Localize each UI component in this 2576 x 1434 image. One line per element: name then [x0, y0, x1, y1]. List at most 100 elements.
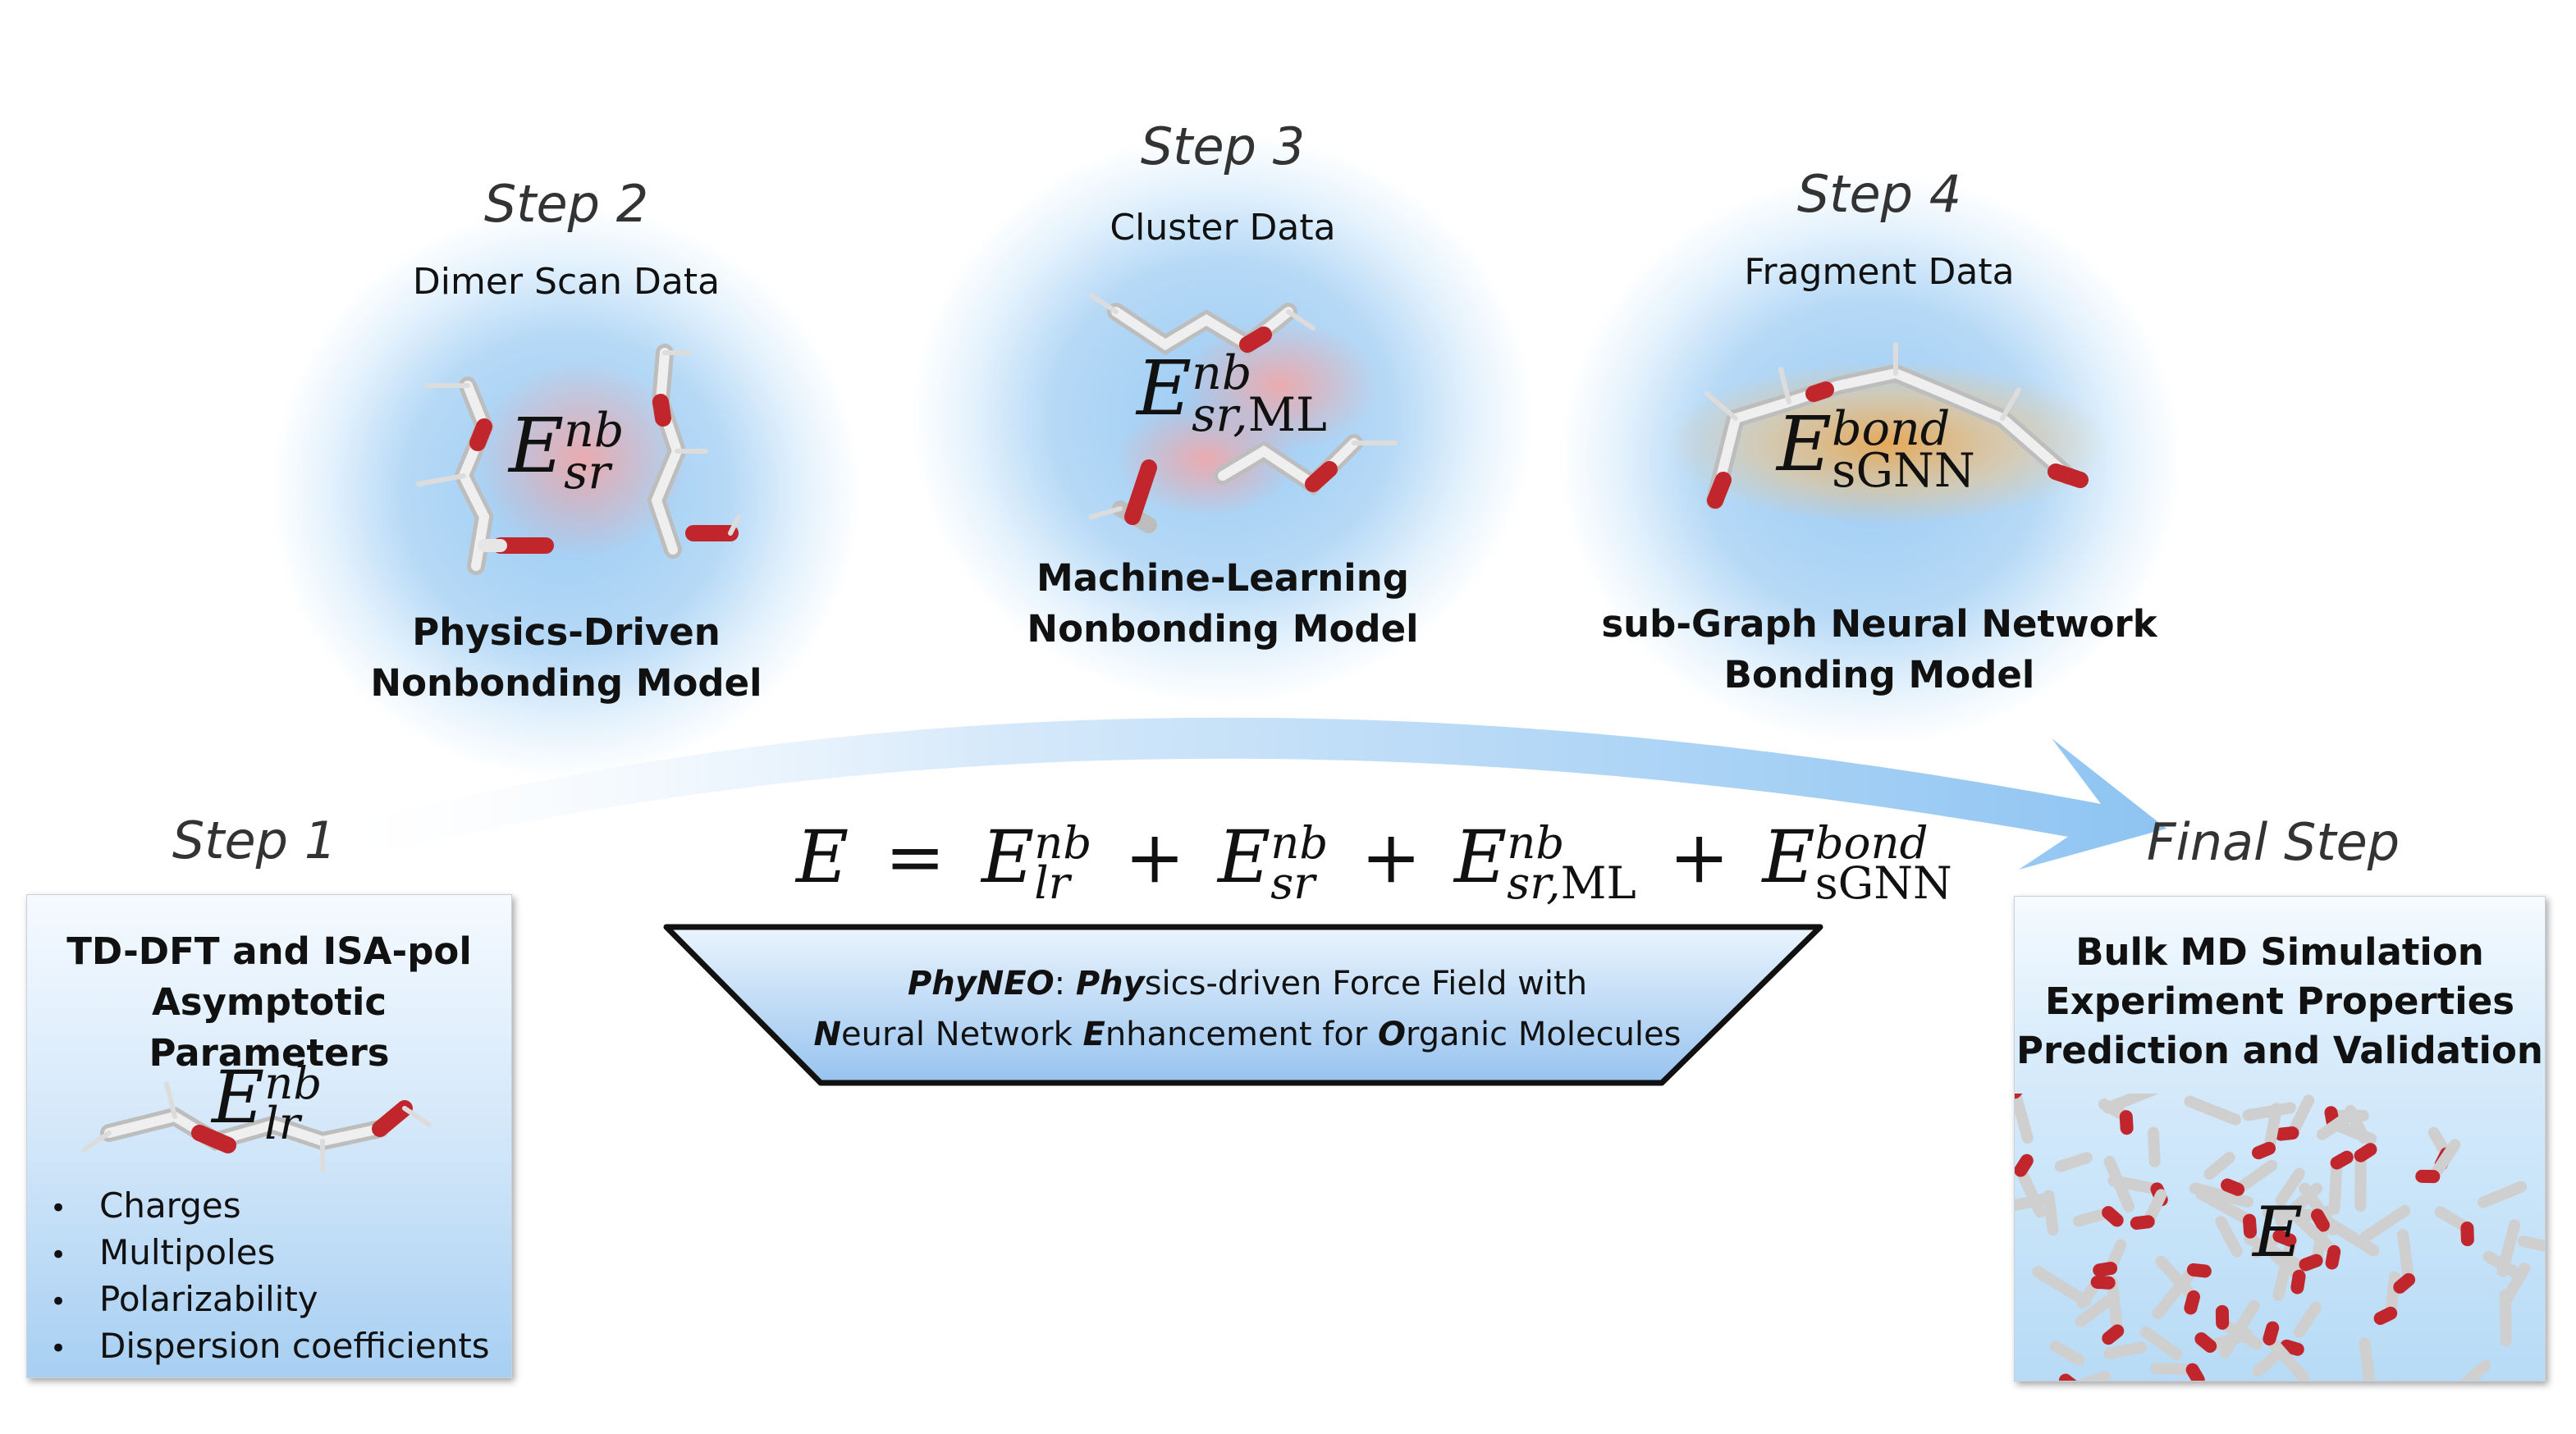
- phyneo-banner-text: PhyNEO: Physics-driven Force Field with …: [739, 958, 1756, 1060]
- list-item: Charges: [50, 1184, 490, 1231]
- step2-data-label: Dimer Scan Data: [412, 261, 721, 303]
- banner-segment: nhancement for: [1105, 1016, 1379, 1053]
- final-energy-symbol: E: [2253, 1192, 2304, 1272]
- md-bond: [2195, 1188, 2256, 1226]
- md-bond: [2459, 1359, 2491, 1381]
- md-oxygen: [2310, 1208, 2330, 1232]
- md-oxygen: [2090, 1275, 2116, 1290]
- parameter-list: Charges Multipoles Polarizability Disper…: [50, 1184, 490, 1371]
- md-oxygen: [2274, 1126, 2299, 1141]
- final-step-label: Final Step: [2146, 812, 2400, 872]
- md-bond: [2103, 1341, 2148, 1359]
- list-item: Polarizability: [50, 1277, 490, 1324]
- step2-label: Step 2: [483, 174, 649, 234]
- md-bond: [2215, 1216, 2243, 1258]
- md-bond: [2075, 1295, 2114, 1327]
- md-oxygen: [2015, 1153, 2034, 1177]
- md-oxygen: [2185, 1363, 2205, 1381]
- md-bond: [2275, 1182, 2322, 1227]
- banner-segment: eural Network: [841, 1016, 1083, 1053]
- banner-line-1: PhyNEO: Physics-driven Force Field with: [739, 958, 1756, 1009]
- md-bond: [2359, 1337, 2376, 1381]
- md-oxygen: [2263, 1321, 2280, 1346]
- banner-segment: E: [1082, 1016, 1105, 1053]
- md-oxygen: [2184, 1290, 2200, 1315]
- md-bond: [2263, 1333, 2310, 1381]
- md-bond: [2076, 1370, 2112, 1381]
- md-bond: [2328, 1157, 2343, 1215]
- md-bond: [2203, 1152, 2235, 1181]
- step2-dimer-molecules: [416, 344, 741, 575]
- md-bond: [2155, 1255, 2199, 1303]
- md-oxygen: [2272, 1229, 2297, 1247]
- md-bond: [2184, 1095, 2241, 1126]
- md-bond: [2148, 1126, 2161, 1167]
- banner-segment: O: [1378, 1016, 1407, 1053]
- md-bond: [2359, 1204, 2411, 1243]
- md-oxygen: [2299, 1254, 2323, 1272]
- md-oxygen: [2194, 1332, 2217, 1353]
- md-oxygen: [2330, 1150, 2354, 1170]
- md-bond: [2289, 1208, 2340, 1258]
- step1-molecule: [82, 1081, 432, 1172]
- md-bond: [2496, 1219, 2521, 1277]
- md-bond: [2232, 1159, 2278, 1195]
- md-oxygen: [2102, 1206, 2124, 1227]
- step4-label: Step 4: [1796, 164, 1962, 224]
- step3-cluster-molecules: [1089, 293, 1398, 533]
- md-oxygen: [2280, 1339, 2304, 1356]
- md-oxygen: [2221, 1178, 2245, 1196]
- step1-parameters-box: TD-DFT and ISA-pol Asymptotic Parameters…: [26, 894, 512, 1378]
- md-oxygen: [2393, 1272, 2416, 1294]
- md-bond: [2049, 1340, 2085, 1366]
- md-bond: [2517, 1235, 2545, 1253]
- step4-model-label: sub-Graph Neural Network Bonding Model: [1601, 602, 2157, 696]
- md-bond: [2293, 1301, 2322, 1338]
- md-bond: [2189, 1182, 2253, 1208]
- final-box-title: Bulk MD Simulation Experiment Properties…: [2016, 930, 2543, 1072]
- md-bond: [2345, 1105, 2370, 1144]
- list-item: Dispersion coefficients: [50, 1324, 490, 1371]
- md-bond: [2275, 1167, 2305, 1207]
- step1-box-title: TD-DFT and ISA-pol Asymptotic Parameters: [66, 929, 472, 1075]
- step3-data-label: Cluster Data: [1110, 207, 1336, 249]
- bulk-md-snapshot: [2015, 1094, 2545, 1381]
- md-oxygen: [2354, 1143, 2377, 1162]
- md-oxygen: [2290, 1269, 2306, 1295]
- md-bond: [2477, 1181, 2528, 1208]
- md-oxygen: [2186, 1263, 2212, 1278]
- md-bond: [2242, 1102, 2296, 1121]
- banner-segment: Phy: [1075, 965, 1145, 1002]
- md-bond: [2501, 1263, 2531, 1305]
- md-bond: [2107, 1175, 2163, 1195]
- md-oxygen: [2102, 1324, 2125, 1345]
- md-oxygen: [2119, 1110, 2134, 1135]
- md-bond: [2319, 1214, 2380, 1257]
- md-bond: [2054, 1152, 2093, 1172]
- banner-segment: :: [1054, 965, 1076, 1002]
- md-oxygen: [2243, 1213, 2258, 1239]
- md-oxygen: [2252, 1141, 2276, 1160]
- md-bond: [2316, 1112, 2352, 1140]
- step1-label: Step 1: [172, 811, 337, 870]
- step4-fragment-molecule: [1666, 342, 2109, 525]
- md-bond: [2397, 1229, 2415, 1286]
- banner-line-2: Neural Network Enhancement for Organic M…: [739, 1009, 1756, 1060]
- md-bond: [2219, 1299, 2260, 1359]
- step3-label: Step 3: [1140, 116, 1306, 176]
- step2-model-label: Physics-Driven Nonbonding Model: [370, 610, 762, 705]
- md-bond: [2043, 1190, 2059, 1236]
- step4-data-label: Fragment Data: [1744, 251, 2015, 293]
- md-bond: [2140, 1326, 2183, 1360]
- final-step-box: Bulk MD Simulation Experiment Properties…: [2014, 896, 2546, 1381]
- md-bond: [2106, 1276, 2124, 1337]
- step3-model-label: Machine-Learning Nonbonding Model: [1027, 556, 1419, 651]
- md-bond: [2152, 1263, 2199, 1320]
- banner-segment: sics-driven Force Field with: [1144, 965, 1588, 1002]
- md-bond: [2272, 1236, 2297, 1301]
